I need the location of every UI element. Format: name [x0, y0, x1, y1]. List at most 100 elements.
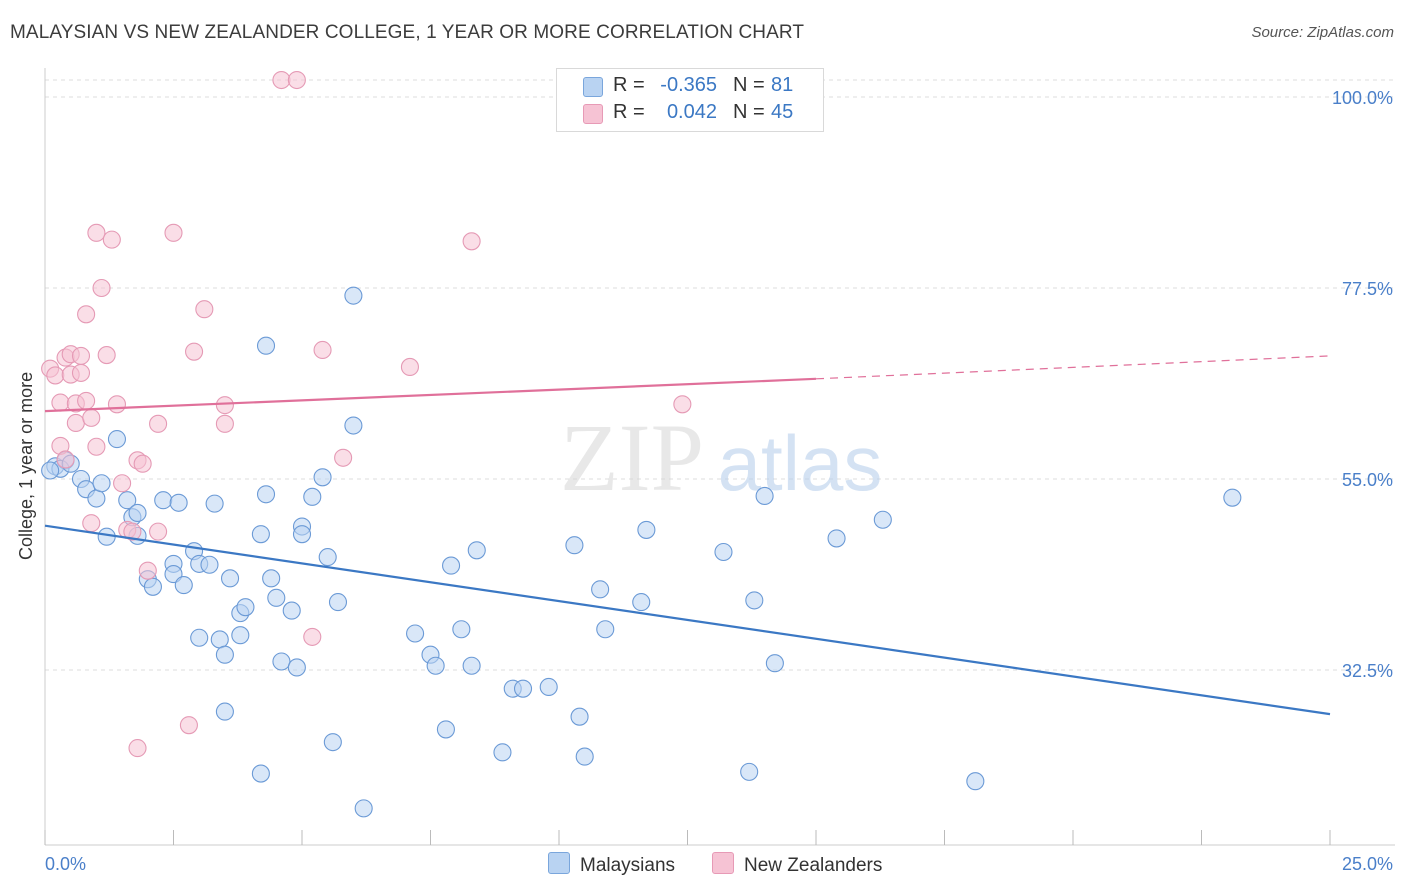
- malaysian-point: [256, 336, 276, 355]
- new-zealander-point: [179, 716, 198, 735]
- malaysian-point: [303, 487, 322, 506]
- new-zealander-point: [77, 305, 96, 324]
- malaysian-point: [318, 548, 337, 567]
- malaysian-point: [92, 474, 111, 493]
- malaysian-point: [765, 654, 784, 673]
- source-credit: Source: ZipAtlas.com: [1251, 24, 1394, 41]
- points-layer: [41, 70, 1242, 818]
- stats-legend: R = -0.365 N = 81 R = 0.042 N = 45: [556, 68, 824, 132]
- malaysian-point: [205, 494, 224, 513]
- legend-swatch-blue: [583, 77, 603, 97]
- legend-n-value: 81: [771, 74, 794, 96]
- new-zealander-point: [133, 454, 152, 473]
- malaysian-point: [873, 510, 892, 529]
- legend-n-value: 45: [771, 101, 794, 123]
- chart-title: MALAYSIAN VS NEW ZEALANDER COLLEGE, 1 YE…: [10, 22, 805, 43]
- legend-r-label: R =: [613, 74, 645, 96]
- malaysian-point: [267, 588, 286, 607]
- malaysian-point: [462, 656, 481, 675]
- malaysian-point: [714, 542, 733, 562]
- malaysian-point: [200, 555, 219, 574]
- new-zealander-point: [51, 393, 70, 412]
- malaysian-point: [565, 536, 584, 555]
- malaysian-point: [190, 628, 209, 647]
- legend-n-label: N =: [733, 101, 765, 123]
- new-zealander-point: [87, 223, 106, 242]
- malaysian-point: [220, 569, 240, 588]
- legend-swatch-pink: [583, 104, 603, 124]
- axes-layer: [44, 68, 1395, 846]
- malaysian-point: [539, 677, 558, 697]
- legend-row-malaysians: R = -0.365 N = 81: [557, 74, 823, 100]
- y-tick-label: 77.5%: [1342, 279, 1393, 299]
- new-zealander-point: [71, 346, 91, 365]
- new-zealander-point: [123, 522, 142, 541]
- malaysian-point: [107, 430, 127, 449]
- new-zealander-point: [272, 70, 291, 90]
- bottom-legend-new-zealanders: New Zealanders: [712, 852, 882, 877]
- malaysian-point: [262, 569, 281, 588]
- new-zealander-point: [87, 437, 106, 456]
- malaysian-point: [452, 620, 471, 639]
- new-zealander-point: [82, 514, 101, 533]
- new-zealander-point: [56, 450, 75, 469]
- new-zealander-point: [107, 395, 127, 414]
- malaysian-point: [215, 645, 234, 664]
- new-zealander-point: [287, 70, 306, 90]
- malaysian-point: [966, 772, 985, 791]
- watermark-atlas: atlas: [718, 419, 883, 507]
- bottom-legend-malaysians: Malaysians: [548, 852, 675, 877]
- new-zealander-point: [71, 363, 91, 382]
- malaysian-point: [344, 286, 363, 305]
- new-zealander-point: [97, 346, 116, 365]
- new-zealander-point: [113, 474, 132, 493]
- malaysian-point: [174, 576, 193, 595]
- new-zealander-point: [195, 300, 214, 319]
- malaysian-point: [251, 764, 270, 783]
- new-zealander-trend-line: [44, 377, 817, 413]
- malaysian-point: [287, 658, 306, 677]
- new-zealander-point: [215, 414, 234, 433]
- tick-label-layer: 32.5% 55.0% 77.5% 100.0% 0.0% 25.0%: [45, 88, 1393, 874]
- bottom-legend-label: Malaysians: [580, 855, 676, 876]
- malaysian-point: [215, 702, 234, 721]
- legend-n-label: N =: [733, 74, 765, 96]
- new-zealander-point: [164, 223, 183, 242]
- malaysian-trend-line: [44, 524, 1331, 716]
- new-zealander-trend-extension: [815, 355, 1331, 380]
- y-axis-label: College, 1 year or more: [16, 371, 36, 560]
- malaysian-point: [632, 593, 651, 612]
- y-tick-label: 55.0%: [1342, 470, 1393, 490]
- malaysian-point: [755, 486, 774, 506]
- watermark: ZIP atlas: [560, 404, 882, 511]
- new-zealander-point: [185, 342, 204, 361]
- x-tick-label-max: 25.0%: [1342, 854, 1393, 874]
- legend-r-value: -0.365: [660, 74, 717, 96]
- malaysian-point: [426, 656, 445, 675]
- malaysian-point: [128, 503, 147, 523]
- new-zealander-point: [400, 357, 419, 376]
- new-zealander-point: [215, 396, 234, 415]
- new-zealander-point: [77, 391, 96, 410]
- y-tick-label: 32.5%: [1342, 661, 1393, 681]
- grid-layer: [45, 79, 1395, 671]
- malaysian-point: [513, 679, 533, 698]
- new-zealander-point: [66, 413, 85, 433]
- new-zealander-point: [46, 366, 65, 385]
- new-zealander-point: [82, 408, 101, 427]
- malaysian-point: [467, 541, 486, 560]
- new-zealander-point: [102, 230, 121, 249]
- malaysian-point: [236, 598, 255, 617]
- malaysian-point: [154, 491, 173, 510]
- malaysian-point: [272, 652, 291, 671]
- new-zealander-point: [149, 414, 168, 433]
- x-tick-label-min: 0.0%: [45, 854, 86, 874]
- malaysian-point: [118, 491, 137, 510]
- malaysian-point: [436, 720, 455, 739]
- new-zealander-point: [673, 395, 692, 414]
- malaysian-point: [210, 630, 229, 649]
- malaysian-point: [637, 520, 656, 539]
- malaysian-point: [354, 799, 373, 818]
- legend-r-label: R =: [613, 101, 645, 123]
- legend-row-new-zealanders: R = 0.042 N = 45: [557, 101, 823, 127]
